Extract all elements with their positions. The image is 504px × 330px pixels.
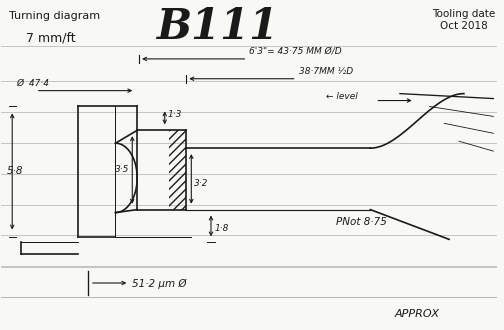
Text: Tooling date
Oct 2018: Tooling date Oct 2018: [432, 9, 495, 31]
Text: 1·8: 1·8: [215, 224, 229, 233]
Text: 6'3"= 43·75 MM Ø/D: 6'3"= 43·75 MM Ø/D: [249, 47, 342, 56]
Text: PNot 8·75: PNot 8·75: [336, 216, 387, 226]
Text: ← level: ← level: [326, 92, 358, 101]
Text: APPROX: APPROX: [395, 309, 440, 319]
Text: 5·8: 5·8: [7, 166, 23, 177]
Text: 7 mm/ft: 7 mm/ft: [26, 31, 76, 44]
Text: Turning diagram: Turning diagram: [9, 11, 100, 21]
Text: 1·3: 1·3: [168, 111, 182, 119]
Text: 38·7MM ½D: 38·7MM ½D: [298, 67, 353, 76]
Text: 51·2 μm Ø: 51·2 μm Ø: [132, 279, 187, 289]
Text: B111: B111: [157, 6, 279, 49]
Bar: [169, 130, 186, 210]
Text: Ø  47·4: Ø 47·4: [16, 79, 49, 88]
Text: 3·5: 3·5: [114, 165, 129, 175]
Text: 3·2: 3·2: [194, 179, 209, 188]
